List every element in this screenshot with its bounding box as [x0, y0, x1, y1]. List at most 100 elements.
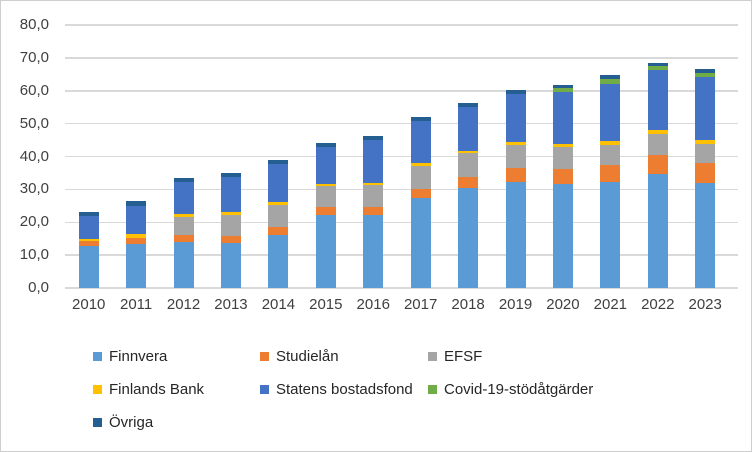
bar-segment [220, 173, 241, 178]
gridline [65, 188, 738, 191]
x-axis: 2010 2011 2012 2013 2014 2015 2016 2017 2018 2019… [65, 296, 729, 313]
bar-segment [647, 130, 668, 134]
legend-label: EFSF [444, 348, 483, 365]
bar-slot [160, 25, 207, 288]
bar-segment [173, 181, 194, 215]
bar-segment [78, 245, 99, 288]
legend-item: EFSF [428, 348, 713, 365]
bar-segment [315, 147, 336, 185]
y-axis-tick-label: 20,0 [19, 213, 49, 231]
bar-segment [173, 217, 194, 235]
bar-segment [505, 94, 526, 143]
x-axis-tick-label: 2019 [498, 296, 533, 313]
bar-stack-2018 [458, 102, 479, 288]
bar-segment [458, 188, 479, 288]
bar-segment [363, 215, 384, 288]
bar-segment [315, 215, 336, 288]
y-axis-tick-label: 60,0 [19, 81, 49, 99]
bar-segment [695, 77, 716, 141]
bar-segment [126, 200, 147, 206]
y-axis-tick-label: 50,0 [19, 114, 49, 132]
bar-stack-2011 [126, 200, 147, 288]
bar-segment [220, 214, 241, 236]
bar-stack-2017 [410, 117, 431, 288]
x-axis-tick-label: 2016 [356, 296, 390, 313]
x-axis-tick-label: 2010 [72, 296, 106, 313]
bar-segment [363, 135, 384, 141]
bar-stack-2023 [695, 69, 716, 288]
bar-segment [220, 242, 241, 288]
bar-segment [268, 160, 289, 165]
bar-segment [505, 145, 526, 169]
gridline [65, 254, 738, 256]
legend-label: Finnvera [109, 348, 168, 365]
gridline [65, 155, 738, 158]
bar-segment [695, 72, 716, 78]
bar-segment [78, 238, 99, 242]
x-axis-tick-label: 2014 [261, 296, 296, 313]
bar-stack-2012 [173, 177, 194, 288]
bar-segment [173, 177, 194, 182]
bar-slot [112, 25, 159, 288]
bar-segment [600, 83, 621, 142]
bar-slot [65, 25, 112, 288]
bar-slot [587, 25, 634, 288]
bar-slot [302, 25, 349, 288]
bar-segment [268, 205, 289, 228]
bar-stack-2014 [268, 160, 289, 288]
bar-segment [126, 234, 147, 238]
bar-segment [363, 182, 384, 186]
bar-segment [78, 215, 99, 239]
y-axis-tick-label: 10,0 [19, 246, 49, 264]
legend-item: Övriga [93, 414, 260, 431]
gridline [65, 24, 738, 26]
bar-segment [220, 235, 241, 243]
bar-segment [647, 62, 668, 67]
y-axis-tick-label: 70,0 [19, 48, 49, 66]
x-axis-tick-label: 2022 [641, 296, 675, 313]
x-axis-tick-label: 2015 [309, 296, 343, 313]
bar-slot [207, 25, 254, 288]
legend-label: Övriga [109, 414, 154, 431]
bar-segment [600, 78, 621, 84]
bar-segment [600, 182, 621, 288]
bar-segment [647, 173, 668, 288]
bar-segment [695, 69, 716, 73]
bar-stack-2021 [600, 75, 621, 288]
bar-stack-2016 [363, 135, 384, 288]
bar-stack-2019 [505, 90, 526, 288]
bar-segment [552, 88, 573, 93]
x-axis-tick-label: 2023 [688, 296, 722, 313]
legend-swatch-icon [260, 352, 269, 361]
bar-segment [410, 117, 431, 122]
bar-segment [552, 92, 573, 145]
bar-segment [268, 227, 289, 236]
bar-slot [444, 25, 491, 288]
bar-segment [600, 165, 621, 183]
bar-stack-2013 [220, 173, 241, 288]
bar-segment [410, 189, 431, 199]
bar-stack-2010 [78, 212, 99, 288]
gridline [65, 122, 738, 125]
bar-segment [458, 102, 479, 107]
bar-segment [410, 163, 431, 167]
bar-segment [600, 144, 621, 166]
gridline [65, 221, 738, 223]
bar-segment [126, 205, 147, 235]
legend-label: Finlands Bank [109, 381, 205, 398]
y-axis-tick-label: 0,0 [28, 279, 49, 296]
bar-segment [410, 166, 431, 190]
bar-segment [363, 140, 384, 183]
legend-label: Statens bostadsfond [276, 381, 413, 398]
bar-segment [268, 202, 289, 206]
gridline [65, 287, 738, 289]
legend-item: Finlands Bank [93, 381, 260, 398]
bar-segment [315, 184, 336, 187]
bar-segment [552, 144, 573, 148]
bar-segment [268, 235, 289, 288]
legend-item: Statens bostadsfond [260, 381, 428, 398]
bar-segment [78, 212, 99, 216]
bar-segment [458, 150, 479, 154]
legend-item: Covid-19-stödåtgärder [428, 381, 713, 398]
y-axis: 0,0 10,0 20,0 30,0 40,0 50,0 60,0 70,0 80,0 [1, 1, 49, 451]
